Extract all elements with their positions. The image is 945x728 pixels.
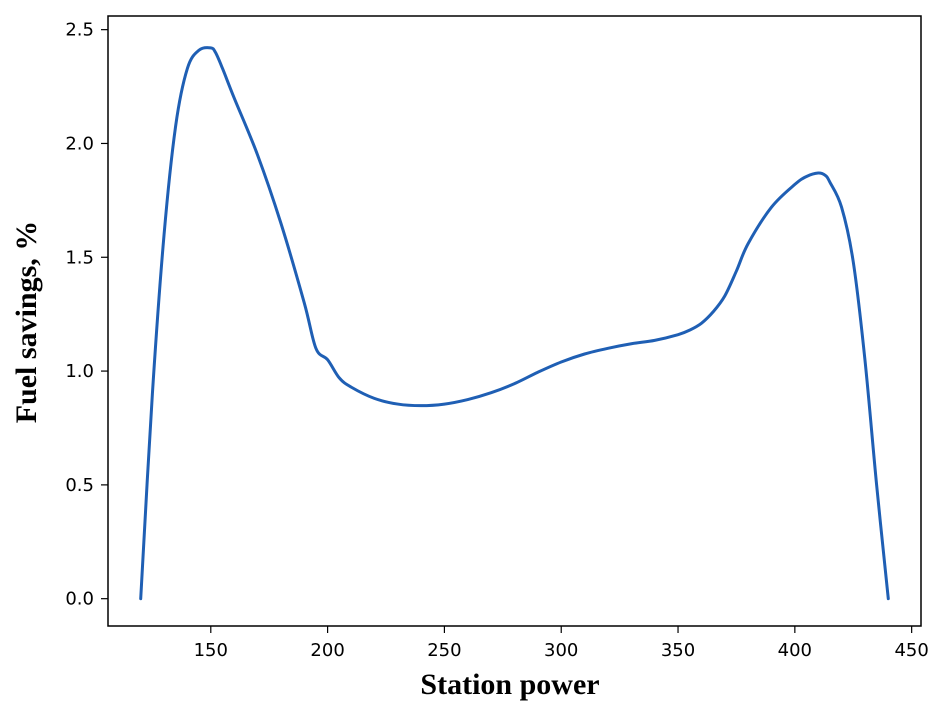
x-tick-label: 150 <box>194 640 228 661</box>
x-tick-label: 450 <box>894 640 928 661</box>
y-tick-label: 2.0 <box>65 133 94 154</box>
x-tick-label: 250 <box>427 640 461 661</box>
series-line-0 <box>139 46 890 601</box>
series-layer <box>139 46 890 601</box>
x-tick-label: 350 <box>661 640 695 661</box>
y-tick-label: 0.5 <box>65 475 94 496</box>
x-tick-label: 300 <box>544 640 578 661</box>
y-tick-label: 0.0 <box>65 589 94 610</box>
y-tick-label: 1.0 <box>65 361 94 382</box>
y-tick-label: 2.5 <box>65 20 94 41</box>
x-tick-label: 400 <box>778 640 812 661</box>
x-axis-title: Station power <box>420 668 599 701</box>
y-tick-label: 1.5 <box>65 247 94 268</box>
y-axis-title: Fuel savings, % <box>10 221 43 424</box>
x-tick-label: 200 <box>310 640 344 661</box>
plot-area-frame <box>107 15 922 627</box>
axis-ticks: 150 200 250 300 350 400 450 0.0 0.5 1.0 1.5 2.0 2.5 <box>65 20 928 661</box>
